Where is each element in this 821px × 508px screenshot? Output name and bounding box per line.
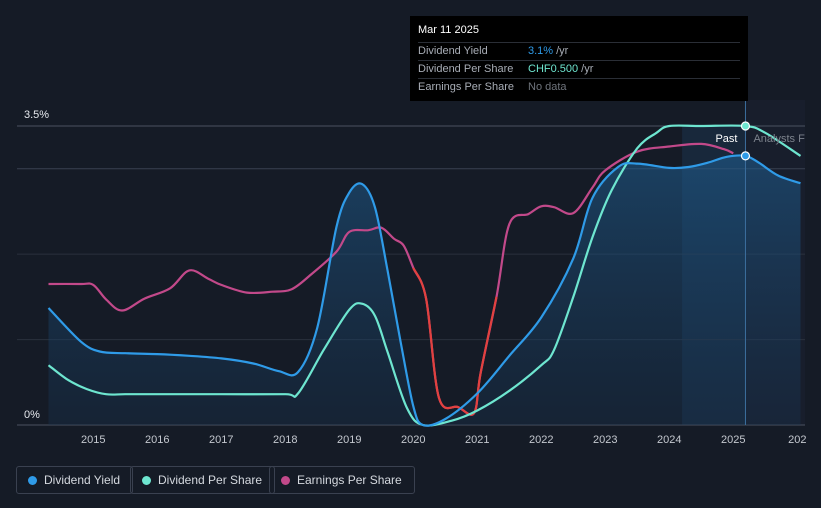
series-line-earnings-per-share	[48, 142, 734, 416]
tooltip: Mar 11 2025 Dividend Yield 3.1% /yr Divi…	[410, 16, 748, 101]
past-label: Past	[715, 133, 737, 145]
x-tick-label: 2025	[721, 434, 745, 446]
x-tick-label: 2023	[593, 434, 617, 446]
x-tick-label: 2024	[657, 434, 681, 446]
tooltip-label: Dividend Per Share	[418, 63, 514, 75]
legend-label: Dividend Yield	[44, 473, 121, 487]
legend-earnings-per-share[interactable]: Earnings Per Share	[269, 466, 415, 494]
series-line-dividend-yield	[47, 154, 801, 427]
tooltip-unit: /yr	[581, 63, 594, 75]
x-tick-label: 2019	[337, 434, 361, 446]
x-tick-label: 2016	[145, 434, 169, 446]
y-tick-label: 0%	[24, 409, 40, 421]
y-tick-label: 3.5%	[24, 109, 49, 121]
tooltip-value: 3.1%	[528, 45, 554, 57]
x-tick-label: 2017	[209, 434, 233, 446]
x-tick-label: 2020	[401, 434, 425, 446]
tooltip-row-dividend-per-share: Dividend Per Share CHF0.500 /yr	[418, 60, 740, 78]
series-line-earnings-per-share-negative	[412, 267, 498, 416]
marker-dividend-per-share	[740, 121, 751, 131]
tooltip-label: Earnings Per Share	[418, 81, 514, 93]
tooltip-value: CHF0.500	[528, 63, 579, 75]
x-tick-label: 2021	[465, 434, 489, 446]
legend-dot-icon	[142, 475, 151, 485]
x-tick-label: 2018	[273, 434, 297, 446]
tooltip-date: Mar 11 2025	[418, 24, 479, 36]
analysts-forecast-label: Analysts F	[753, 133, 805, 145]
tooltip-value: No data	[528, 81, 567, 93]
legend-dividend-per-share[interactable]: Dividend Per Share	[130, 466, 276, 494]
legend-dividend-yield[interactable]: Dividend Yield	[16, 466, 134, 494]
tooltip-row-earnings-per-share: Earnings Per Share No data	[418, 78, 740, 96]
x-tick-label: 2022	[529, 434, 553, 446]
dividend-yield-area	[48, 155, 801, 426]
tooltip-label: Dividend Yield	[418, 45, 488, 57]
x-tick-label: 202	[788, 434, 806, 446]
legend-label: Dividend Per Share	[158, 473, 263, 487]
marker-dividend-yield	[740, 151, 751, 161]
x-tick-label: 2015	[81, 434, 105, 446]
legend-dot-icon	[28, 475, 37, 485]
legend-dot-icon	[281, 475, 290, 485]
legend-label: Earnings Per Share	[297, 473, 402, 487]
tooltip-unit: /yr	[556, 45, 569, 57]
tooltip-row-dividend-yield: Dividend Yield 3.1% /yr	[418, 42, 740, 60]
